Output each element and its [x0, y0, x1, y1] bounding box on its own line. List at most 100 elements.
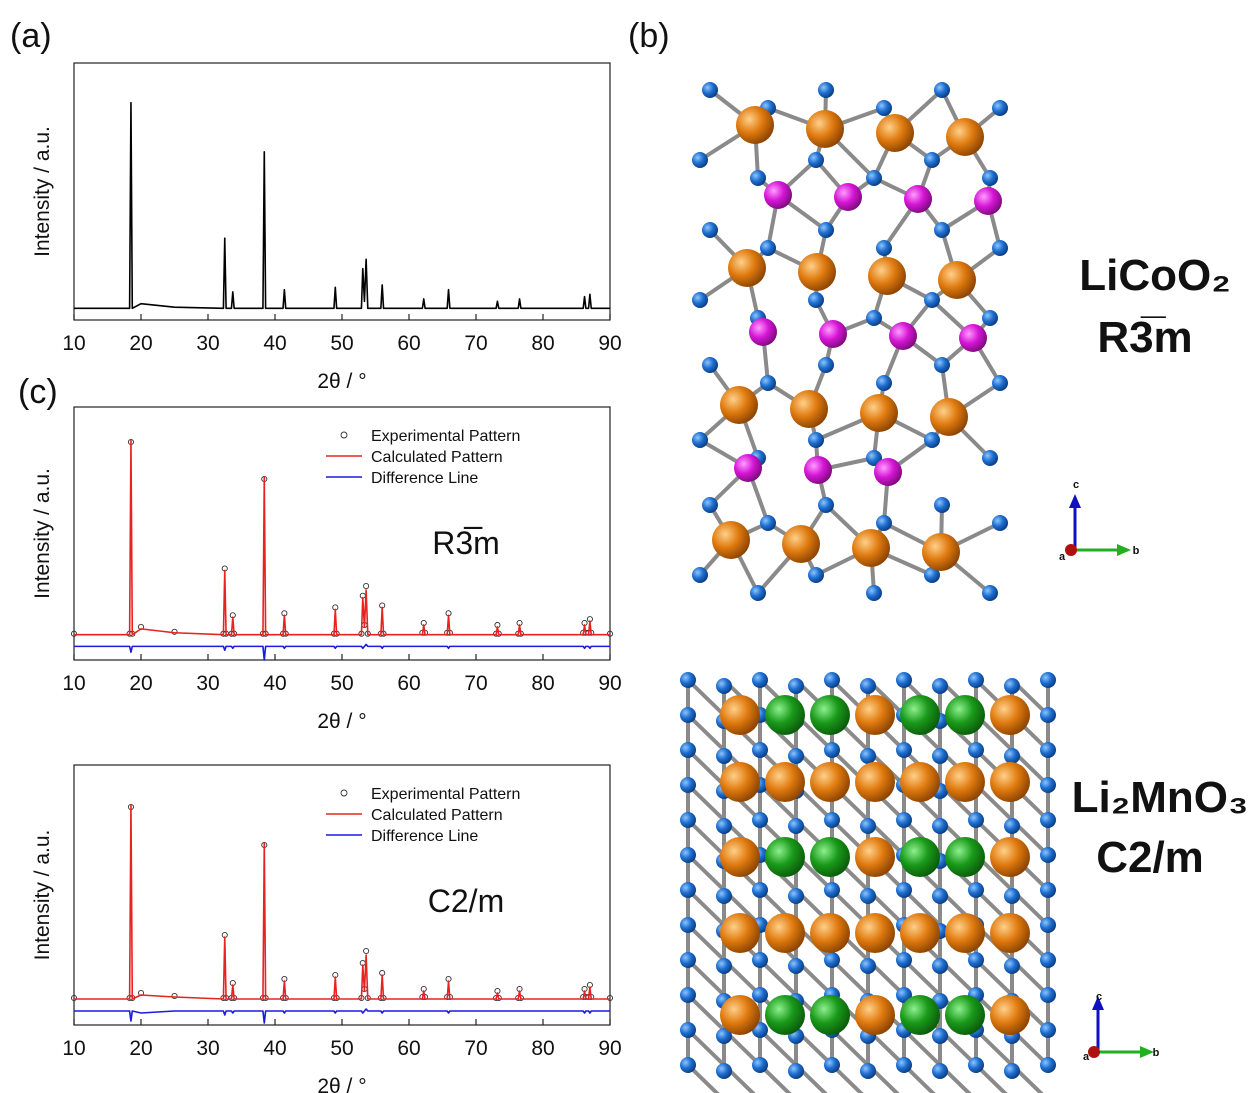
atom: [860, 818, 876, 834]
atom: [982, 310, 998, 326]
atom: [932, 818, 948, 834]
x-tick-label: 30: [196, 672, 219, 695]
atom: [692, 432, 708, 448]
data-point: [364, 583, 369, 588]
atom: [716, 888, 732, 904]
atom: [968, 672, 984, 688]
plot-frame: [74, 63, 610, 320]
atom: [692, 292, 708, 308]
atom: [945, 695, 985, 735]
atom: [900, 837, 940, 877]
axis-label: b: [1133, 545, 1140, 557]
axis-origin: [1088, 1046, 1100, 1058]
atom: [680, 847, 696, 863]
atom: [860, 888, 876, 904]
legend-label: Calculated Pattern: [371, 807, 503, 824]
atom: [765, 913, 805, 953]
atom: [924, 432, 940, 448]
x-tick-label: 80: [531, 672, 554, 695]
atom: [692, 152, 708, 168]
atom: [990, 913, 1030, 953]
atom: [876, 114, 914, 152]
atom: [860, 748, 876, 764]
atom: [824, 742, 840, 758]
atom: [990, 837, 1030, 877]
x-tick-label: 10: [62, 1037, 85, 1060]
atom: [968, 742, 984, 758]
atom: [806, 110, 844, 148]
atom: [896, 1057, 912, 1073]
atom: [680, 672, 696, 688]
x-tick-label: 40: [263, 332, 286, 355]
atom: [824, 812, 840, 828]
x-tick-label: 30: [196, 1037, 219, 1060]
x-tick-label: 90: [598, 672, 621, 695]
atom: [924, 292, 940, 308]
atom: [896, 882, 912, 898]
atom: [860, 958, 876, 974]
data-line: [74, 103, 610, 309]
x-tick-label: 10: [62, 672, 85, 695]
x-tick-label: 40: [263, 672, 286, 695]
atom: [750, 585, 766, 601]
atom: [1004, 748, 1020, 764]
atom: [749, 318, 777, 346]
atom: [945, 837, 985, 877]
atom: [788, 888, 804, 904]
atom: [765, 837, 805, 877]
atom: [982, 450, 998, 466]
atom: [720, 386, 758, 424]
atom: [818, 357, 834, 373]
atom: [934, 497, 950, 513]
atom: [855, 995, 895, 1035]
plot-frame: [74, 407, 610, 660]
x-tick-label: 60: [397, 672, 420, 695]
atom: [720, 695, 760, 735]
panel-label: (c): [18, 373, 58, 411]
atom: [760, 375, 776, 391]
atom: [824, 952, 840, 968]
atom: [680, 987, 696, 1003]
atom: [932, 748, 948, 764]
x-tick-label: 50: [330, 332, 353, 355]
atom: [992, 240, 1008, 256]
axis-arrow-head: [1117, 544, 1131, 556]
atom: [808, 292, 824, 308]
space-group: R3̅m: [1097, 313, 1192, 362]
atom: [788, 678, 804, 694]
atom: [764, 181, 792, 209]
atom: [982, 585, 998, 601]
formula: LiCoO₂: [1079, 251, 1231, 300]
atom: [720, 762, 760, 802]
atom: [752, 742, 768, 758]
axis-label: b: [1153, 1047, 1160, 1059]
atom: [818, 497, 834, 513]
x-tick-label: 50: [330, 1037, 353, 1060]
atom: [866, 170, 882, 186]
legend-label: Experimental Pattern: [371, 786, 520, 803]
annotation: C2/m: [428, 883, 504, 919]
figure: (a) (b) (c) LiCoO₂ R3̅m Li₂MnO₃ C2/m c a…: [0, 0, 1249, 1093]
atom: [992, 375, 1008, 391]
atom: [889, 322, 917, 350]
x-tick-label: 90: [598, 332, 621, 355]
atom: [959, 324, 987, 352]
atom: [720, 995, 760, 1035]
atom: [760, 240, 776, 256]
atom: [788, 818, 804, 834]
atom: [1040, 987, 1056, 1003]
atom: [968, 812, 984, 828]
atom: [860, 678, 876, 694]
atom: [968, 1057, 984, 1073]
atom: [824, 882, 840, 898]
x-tick-label: 10: [62, 332, 85, 355]
atom: [904, 185, 932, 213]
atom: [680, 1022, 696, 1038]
panel-label: (b): [628, 17, 670, 55]
atom: [810, 762, 850, 802]
atom: [932, 888, 948, 904]
atom: [680, 917, 696, 933]
axis-arrow-head: [1069, 494, 1081, 508]
atom: [1040, 917, 1056, 933]
x-axis-title: 2θ / °: [317, 710, 366, 733]
